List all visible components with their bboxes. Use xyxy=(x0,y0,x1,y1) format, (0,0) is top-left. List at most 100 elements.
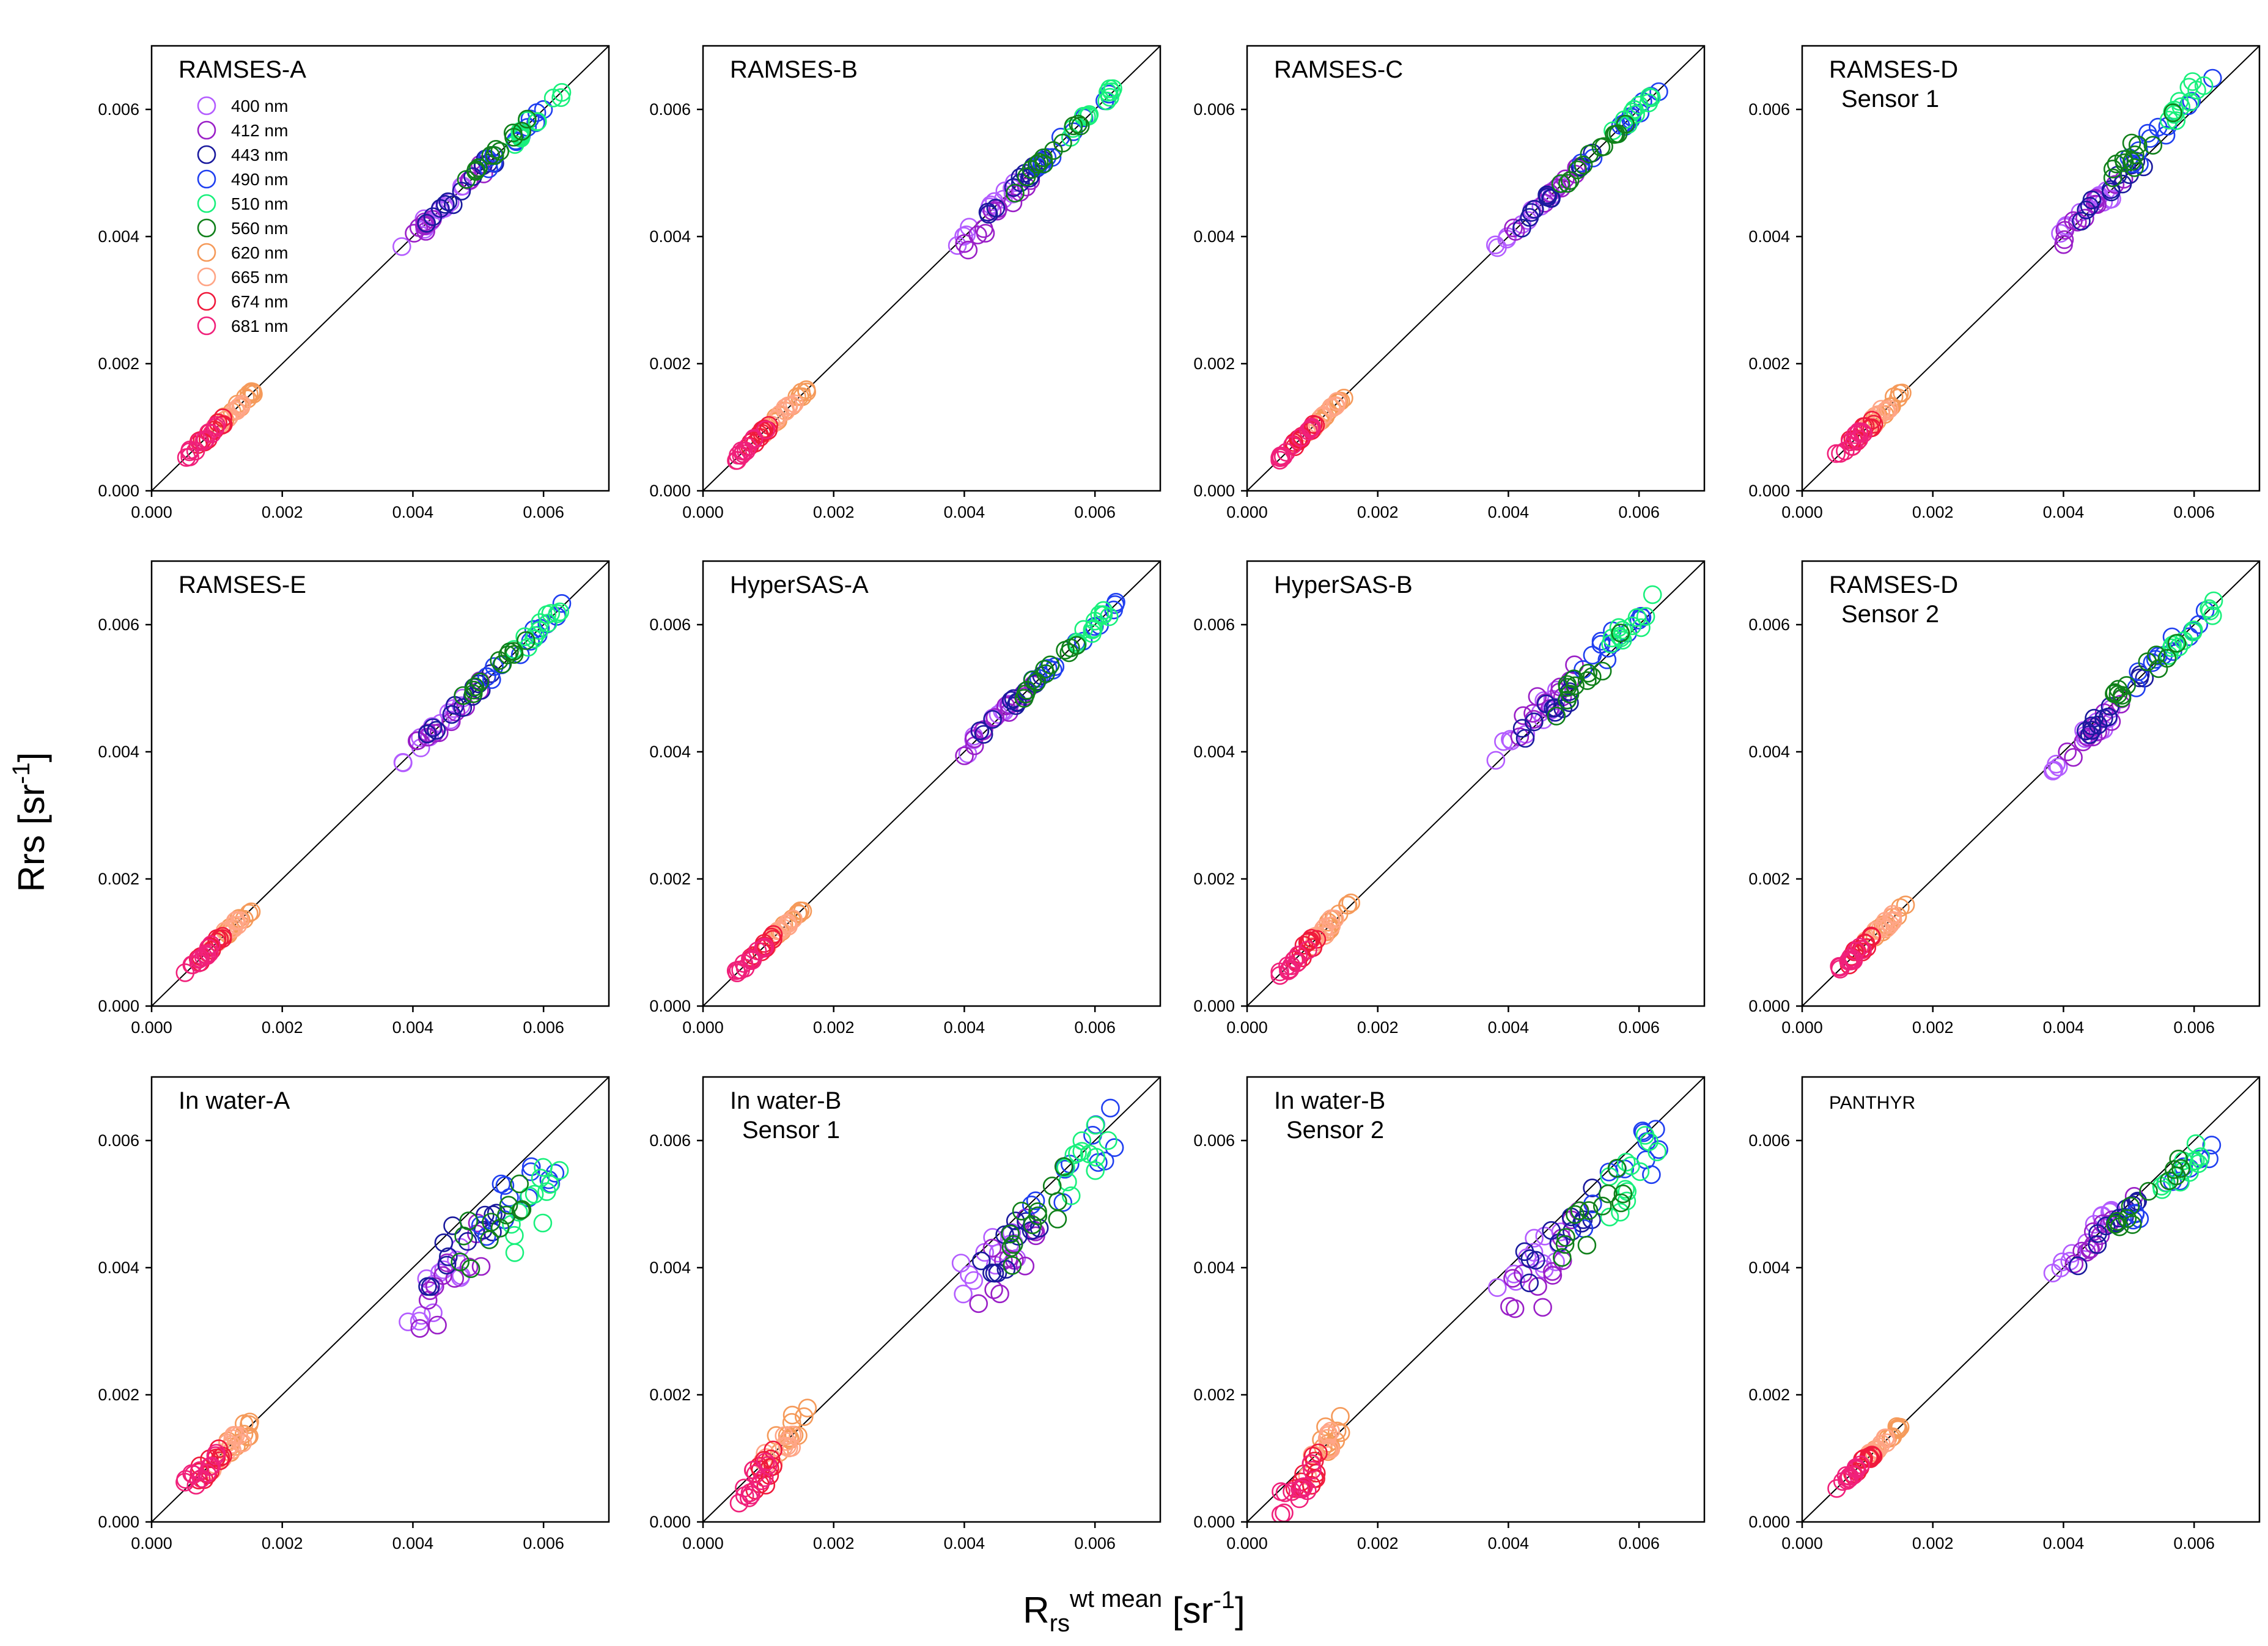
y-tick-label: 0.004 xyxy=(1748,743,1790,761)
data-point xyxy=(424,1303,443,1323)
panel-title: RAMSES-C xyxy=(1274,56,1403,83)
legend-marker xyxy=(197,218,216,238)
data-point xyxy=(1054,1157,1073,1176)
x-tick-label: 0.006 xyxy=(1074,1534,1116,1552)
data-point xyxy=(2088,1235,2107,1254)
data-point xyxy=(452,182,471,201)
data-point xyxy=(2082,721,2101,740)
data-point xyxy=(2075,208,2094,228)
data-point xyxy=(1331,1407,1350,1426)
data-point xyxy=(533,1213,553,1233)
y-tick-label: 0.006 xyxy=(98,615,139,634)
panel-title: Sensor 1 xyxy=(1841,86,1939,112)
data-point xyxy=(954,227,973,246)
y-tick-label: 0.006 xyxy=(649,1131,691,1150)
data-point xyxy=(2115,153,2134,172)
data-point xyxy=(1580,144,1599,164)
data-point xyxy=(2184,620,2203,639)
data-point xyxy=(978,202,998,222)
x-tick-label: 0.002 xyxy=(1912,1018,1954,1037)
data-point xyxy=(1272,448,1291,467)
data-point xyxy=(1105,595,1125,614)
data-point xyxy=(1271,1505,1290,1522)
data-point xyxy=(1500,1297,1519,1316)
x-tick-label: 0.000 xyxy=(682,503,724,521)
data-point xyxy=(1877,401,1896,421)
data-point xyxy=(517,631,536,650)
data-point xyxy=(1600,1207,1619,1227)
data-point xyxy=(2102,712,2121,731)
legend-label: 400 nm xyxy=(231,97,288,116)
data-point xyxy=(1880,399,1899,419)
data-point xyxy=(1629,95,1649,115)
legend-label: 665 nm xyxy=(231,268,288,287)
data-point xyxy=(482,670,501,689)
data-point xyxy=(243,383,262,402)
data-point xyxy=(1577,1235,1597,1255)
y-tick-label: 0.004 xyxy=(649,227,691,246)
data-point xyxy=(1283,1482,1302,1501)
data-point xyxy=(485,657,504,676)
data-point xyxy=(1556,1228,1575,1247)
panel: 0.000 0.000 0.002 0.002 0.004 0.004 0.006 0.006… xyxy=(1193,1076,1706,1552)
data-point xyxy=(1276,443,1296,462)
panel-title: HyperSAS-B xyxy=(1274,571,1413,598)
data-point xyxy=(954,1284,973,1304)
data-point xyxy=(2083,727,2103,747)
x-tick-label: 0.002 xyxy=(1912,503,1954,521)
data-point xyxy=(552,593,572,613)
data-point xyxy=(2160,1171,2179,1191)
plot-frame xyxy=(150,560,610,1007)
y-tick-label: 0.000 xyxy=(649,1513,691,1531)
x-tick-label: 0.004 xyxy=(392,503,434,521)
data-point xyxy=(1547,707,1566,726)
data-point xyxy=(479,159,498,178)
data-point xyxy=(1026,1191,1045,1210)
legend-label: 412 nm xyxy=(231,121,288,140)
data-point xyxy=(226,1426,245,1445)
legend-label: 510 nm xyxy=(231,194,288,213)
data-point xyxy=(476,1205,495,1225)
data-point xyxy=(451,1252,470,1271)
y-tick-label: 0.002 xyxy=(98,870,139,888)
data-point xyxy=(988,1263,1007,1282)
x-tick-label: 0.002 xyxy=(813,503,855,521)
y-tick-label: 0.002 xyxy=(649,870,691,888)
y-tick-label: 0.002 xyxy=(98,1386,139,1404)
scatter-points xyxy=(1827,1134,2222,1498)
data-point xyxy=(2169,637,2189,656)
panel: 0.000 0.000 0.002 0.002 0.004 0.004 0.006 0.006… xyxy=(649,560,1162,1037)
data-point xyxy=(2128,135,2148,155)
x-tick-label: 0.004 xyxy=(2043,1018,2085,1037)
data-point xyxy=(2111,694,2130,714)
data-point xyxy=(1044,141,1063,160)
legend-label: 674 nm xyxy=(231,292,288,311)
data-point xyxy=(1616,1180,1635,1199)
plot-frame xyxy=(1246,1076,1706,1523)
data-point xyxy=(756,1475,776,1495)
y-tick-label: 0.006 xyxy=(1193,1131,1235,1150)
y-tick-label: 0.006 xyxy=(98,1131,139,1150)
data-point xyxy=(1597,650,1617,669)
data-point xyxy=(1514,1264,1533,1284)
data-point xyxy=(776,398,795,417)
data-point xyxy=(2183,72,2202,91)
plot-frame xyxy=(1246,560,1706,1007)
data-point xyxy=(1015,1257,1035,1276)
x-tick-label: 0.002 xyxy=(813,1534,855,1552)
data-point xyxy=(1319,1426,1338,1445)
data-point xyxy=(537,1182,556,1201)
y-tick-label: 0.000 xyxy=(1748,482,1790,500)
data-point xyxy=(1877,919,1896,938)
data-point xyxy=(1298,941,1317,960)
x-tick-label: 0.000 xyxy=(131,1534,172,1552)
data-point xyxy=(951,1254,971,1273)
x-tick-label: 0.000 xyxy=(1226,503,1268,521)
data-point xyxy=(206,418,225,438)
data-point xyxy=(1635,1126,1655,1145)
scatter-points xyxy=(1827,68,2222,463)
data-point xyxy=(418,1291,438,1310)
data-point xyxy=(534,100,553,119)
data-point xyxy=(741,949,760,968)
legend-marker xyxy=(197,194,216,213)
